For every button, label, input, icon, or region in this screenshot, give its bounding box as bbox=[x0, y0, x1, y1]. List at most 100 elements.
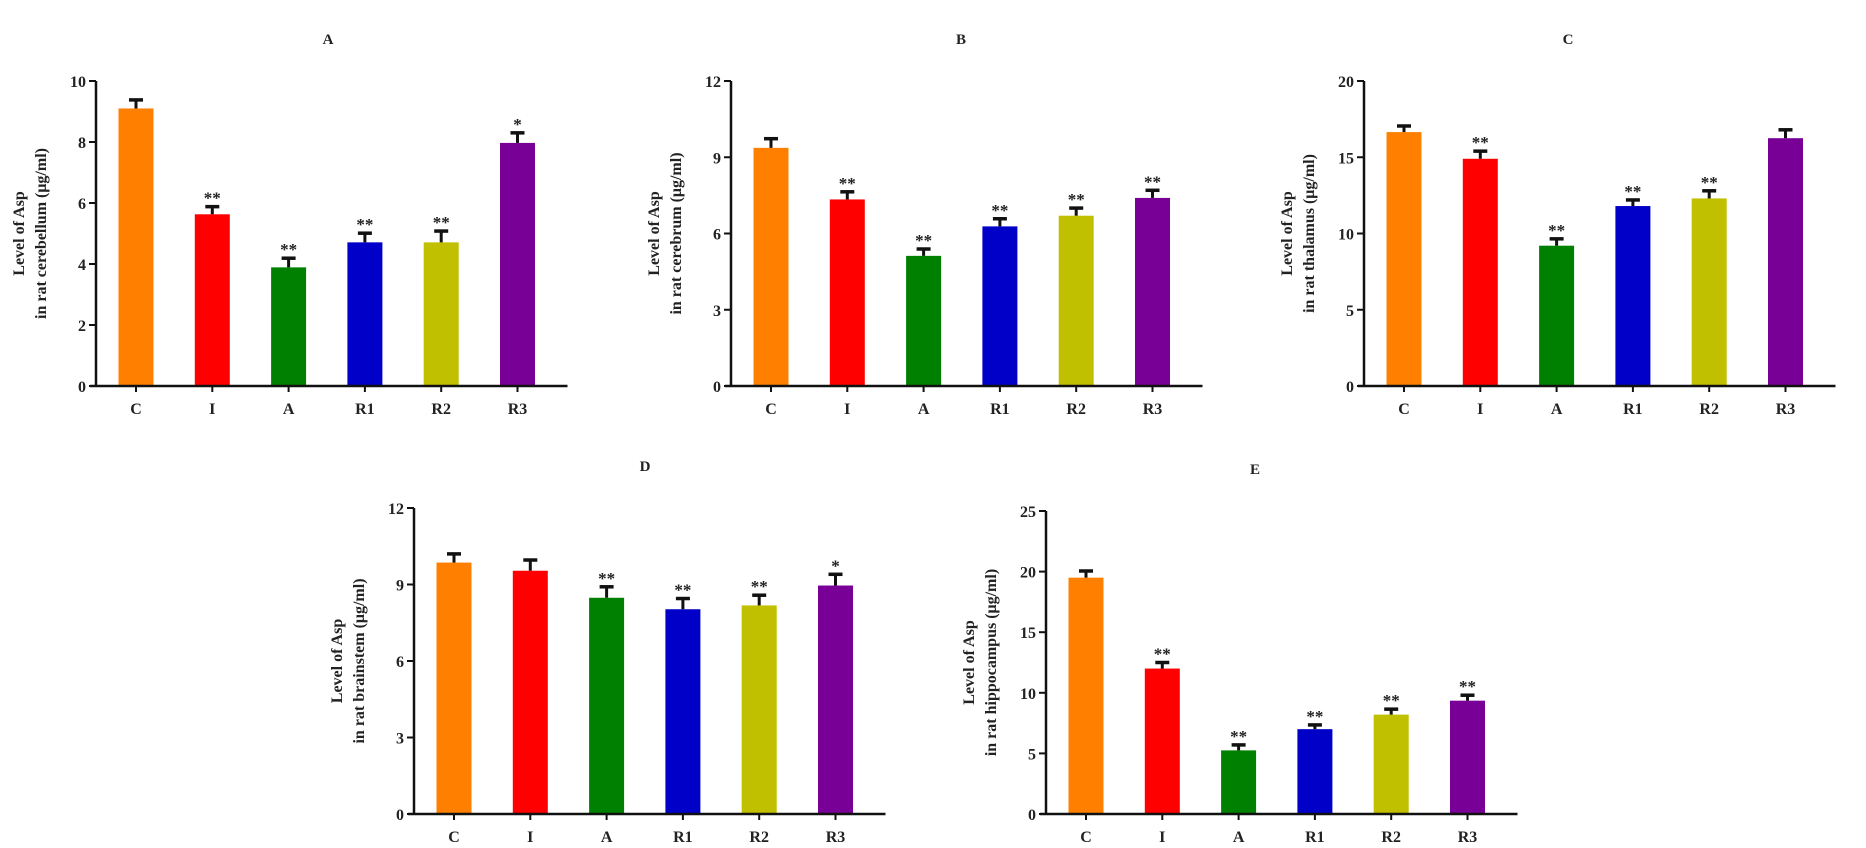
bar-r1 bbox=[665, 609, 701, 814]
y-tick-label: 20 bbox=[1338, 74, 1354, 91]
bar-i bbox=[512, 570, 548, 814]
bar-c bbox=[1068, 577, 1104, 814]
panel-title: A bbox=[323, 32, 334, 48]
panel-title: E bbox=[1250, 462, 1260, 478]
x-tick-label: A bbox=[601, 829, 613, 846]
x-tick-label: I bbox=[1477, 401, 1483, 418]
y-tick-label: 20 bbox=[1020, 565, 1036, 582]
x-tick-label: I bbox=[527, 829, 533, 846]
bar-i bbox=[1144, 668, 1180, 814]
x-tick-label: R2 bbox=[1066, 401, 1086, 418]
significance-marker: ** bbox=[1548, 221, 1565, 240]
bar-c bbox=[753, 147, 789, 386]
significance-marker: ** bbox=[915, 231, 932, 250]
x-tick-label: C bbox=[1398, 401, 1410, 418]
y-tick-label: 2 bbox=[78, 318, 86, 335]
bar-r1 bbox=[1297, 729, 1333, 814]
y-tick-label: 4 bbox=[78, 257, 86, 274]
significance-marker: ** bbox=[433, 213, 450, 232]
significance-marker: ** bbox=[204, 189, 221, 208]
significance-marker: ** bbox=[991, 201, 1008, 220]
significance-marker: ** bbox=[1068, 190, 1085, 209]
x-tick-label: A bbox=[1551, 401, 1563, 418]
bar-r2 bbox=[1691, 198, 1727, 386]
y-tick-label: 6 bbox=[78, 196, 86, 213]
y-tick-label: 0 bbox=[1346, 379, 1354, 396]
y-axis-label: Level of Asp bbox=[646, 191, 663, 276]
x-tick-label: R3 bbox=[1776, 401, 1796, 418]
y-tick-label: 15 bbox=[1020, 625, 1036, 642]
x-tick-label: C bbox=[1080, 829, 1092, 846]
bar-r1 bbox=[982, 226, 1018, 386]
bar-r3 bbox=[500, 142, 535, 386]
bar-r3 bbox=[1450, 700, 1485, 814]
significance-marker: ** bbox=[1459, 677, 1476, 696]
x-tick-label: I bbox=[844, 401, 850, 418]
x-tick-label: R2 bbox=[749, 829, 769, 846]
significance-marker: * bbox=[831, 556, 840, 575]
significance-marker: ** bbox=[674, 581, 691, 600]
y-axis-label: in rat thalamus (μg/ml) bbox=[1301, 154, 1318, 313]
x-tick-label: C bbox=[448, 829, 460, 846]
significance-marker: ** bbox=[1154, 645, 1171, 664]
bar-r1 bbox=[1615, 206, 1651, 386]
x-tick-label: R3 bbox=[826, 829, 846, 846]
bar-i bbox=[829, 199, 865, 386]
x-tick-label: C bbox=[765, 401, 777, 418]
significance-marker: ** bbox=[1472, 133, 1489, 152]
bar-c bbox=[118, 108, 154, 386]
bar-a bbox=[271, 267, 307, 386]
bar-c bbox=[436, 562, 472, 814]
x-tick-label: A bbox=[283, 401, 295, 418]
x-tick-label: R3 bbox=[1458, 829, 1478, 846]
x-tick-label: R1 bbox=[1305, 829, 1325, 846]
y-axis-label: Level of Asp bbox=[961, 620, 978, 705]
x-tick-label: R2 bbox=[1381, 829, 1401, 846]
y-axis-label: Level of Asp bbox=[1279, 191, 1296, 276]
y-tick-label: 0 bbox=[713, 379, 721, 396]
bar-r3 bbox=[1135, 197, 1170, 386]
significance-marker: * bbox=[513, 115, 522, 134]
y-tick-label: 10 bbox=[70, 74, 86, 91]
x-tick-label: R2 bbox=[1699, 401, 1719, 418]
bar-i bbox=[194, 214, 230, 386]
x-tick-label: R2 bbox=[431, 401, 451, 418]
significance-marker: ** bbox=[280, 240, 297, 259]
x-tick-label: I bbox=[209, 401, 215, 418]
y-tick-label: 3 bbox=[713, 303, 721, 320]
panel-d: D Level of Asp in rat brainstem (μg/ml) C I *… bbox=[329, 459, 886, 846]
significance-marker: ** bbox=[1624, 182, 1641, 201]
y-axis-label: Level of Asp bbox=[329, 619, 346, 704]
x-tick-label: C bbox=[130, 401, 142, 418]
x-tick-label: R1 bbox=[990, 401, 1010, 418]
significance-marker: ** bbox=[1383, 691, 1400, 710]
x-tick-label: I bbox=[1159, 829, 1165, 846]
panel-b: B Level of Asp in rat cerebrum (μg/ml) C ** I… bbox=[646, 32, 1203, 418]
panel-a: A Level of Asp in rat cerebellum (μg/ml) C *… bbox=[11, 32, 568, 418]
y-tick-label: 0 bbox=[1028, 807, 1036, 824]
y-axis-label: in rat cerebellum (μg/ml) bbox=[33, 148, 50, 319]
y-tick-label: 12 bbox=[705, 74, 721, 91]
significance-marker: ** bbox=[1306, 707, 1323, 726]
bar-r2 bbox=[1058, 215, 1094, 386]
y-tick-label: 5 bbox=[1028, 746, 1036, 763]
significance-marker: ** bbox=[356, 215, 373, 234]
bar-a bbox=[589, 597, 625, 814]
bar-a bbox=[906, 255, 942, 386]
bar-r3 bbox=[1768, 138, 1803, 386]
x-tick-label: R1 bbox=[1623, 401, 1643, 418]
bar-i bbox=[1462, 158, 1498, 386]
x-tick-label: R3 bbox=[508, 401, 528, 418]
bar-r2 bbox=[423, 242, 459, 386]
bar-a bbox=[1221, 750, 1257, 814]
x-tick-label: R3 bbox=[1143, 401, 1163, 418]
y-axis-label: Level of Asp bbox=[11, 191, 28, 276]
significance-marker: ** bbox=[1230, 727, 1247, 746]
y-tick-label: 8 bbox=[78, 135, 86, 152]
bar-a bbox=[1539, 245, 1575, 386]
bar-c bbox=[1386, 132, 1422, 386]
bar-r3 bbox=[818, 585, 853, 814]
y-tick-label: 10 bbox=[1338, 227, 1354, 244]
y-tick-label: 9 bbox=[713, 150, 721, 167]
